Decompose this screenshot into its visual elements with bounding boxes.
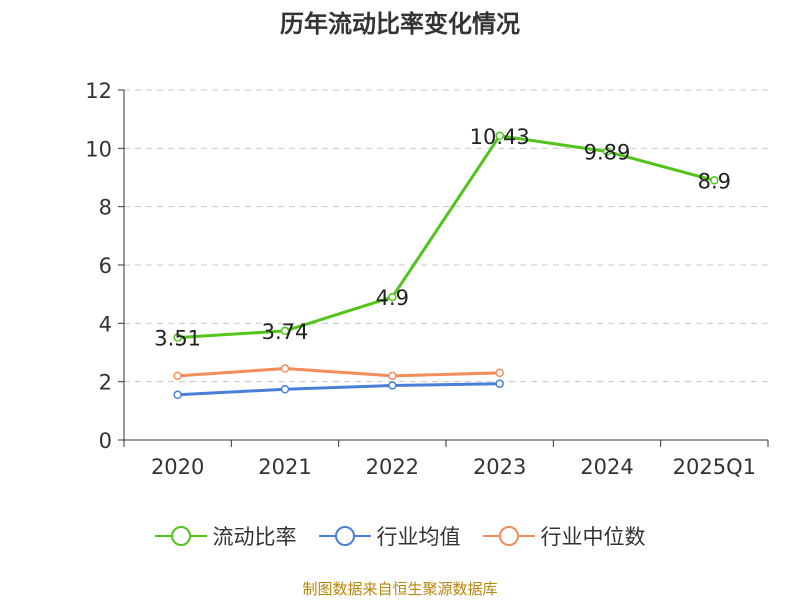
data-label: 8.9	[698, 169, 731, 193]
legend-item[interactable]: 行业中位数	[482, 521, 646, 551]
legend: 流动比率 行业均值 行业中位数	[0, 518, 800, 554]
grid-lines	[124, 89, 768, 383]
y-tick-label: 0	[99, 429, 112, 453]
legend-label: 行业中位数	[540, 525, 646, 549]
legend-label: 流动比率	[212, 525, 297, 549]
y-tick-label: 2	[99, 371, 112, 395]
data-point	[280, 326, 290, 336]
series	[173, 131, 719, 400]
y-tick-label: 12	[85, 79, 112, 103]
series-line	[177, 382, 500, 397]
legend-marker-icon	[482, 526, 535, 546]
data-point	[388, 292, 397, 302]
data-point	[602, 147, 612, 156]
y-tick-label: 8	[99, 196, 112, 220]
chart-title: 历年流动比率变化情况	[280, 10, 520, 38]
y-tick-label: 10	[85, 137, 112, 161]
data-label: 9.89	[584, 141, 631, 165]
x-tick-label: 2023	[473, 455, 526, 479]
data-label: 10.43	[470, 125, 530, 149]
data-labels: 3.51 3.74 4.9 10.43 9.89 8.9	[154, 125, 731, 351]
data-point	[495, 368, 504, 378]
x-tick-label: 2022	[366, 455, 419, 479]
x-tick-label: 2020	[151, 455, 204, 479]
data-point	[388, 381, 397, 390]
data-label: 3.74	[262, 320, 309, 344]
source-note: 制图数据来自恒生聚源数据库	[302, 580, 498, 598]
data-point	[173, 390, 182, 400]
x-tick-label: 2024	[580, 455, 633, 479]
data-label: 3.51	[154, 327, 201, 351]
legend-circle	[170, 526, 191, 546]
x-tick-label: 2021	[258, 455, 311, 479]
data-label: 4.9	[376, 286, 409, 310]
data-point	[388, 371, 397, 381]
x-tick-label: 2025Q1	[673, 455, 756, 479]
series-line	[177, 134, 715, 340]
data-point	[495, 131, 504, 141]
legend-label: 行业均值	[376, 525, 461, 549]
data-point	[173, 333, 182, 342]
data-point	[280, 364, 290, 373]
legend-marker-icon	[154, 526, 207, 546]
data-point	[710, 176, 719, 185]
data-point	[495, 379, 504, 388]
series-line	[177, 367, 500, 378]
legend-item[interactable]: 行业均值	[318, 521, 461, 551]
data-point	[173, 371, 182, 381]
legend-circle	[334, 526, 355, 546]
legend-item[interactable]: 流动比率	[154, 521, 297, 551]
data-point	[280, 385, 290, 394]
legend-marker-icon	[318, 526, 371, 546]
y-tick-label: 6	[99, 254, 112, 278]
axes: 0 2 4 6 8 10 12 2020 2021 2022 2023 2024 2025Q1	[85, 79, 769, 479]
legend-circle	[498, 526, 519, 546]
y-tick-label: 4	[99, 312, 112, 336]
